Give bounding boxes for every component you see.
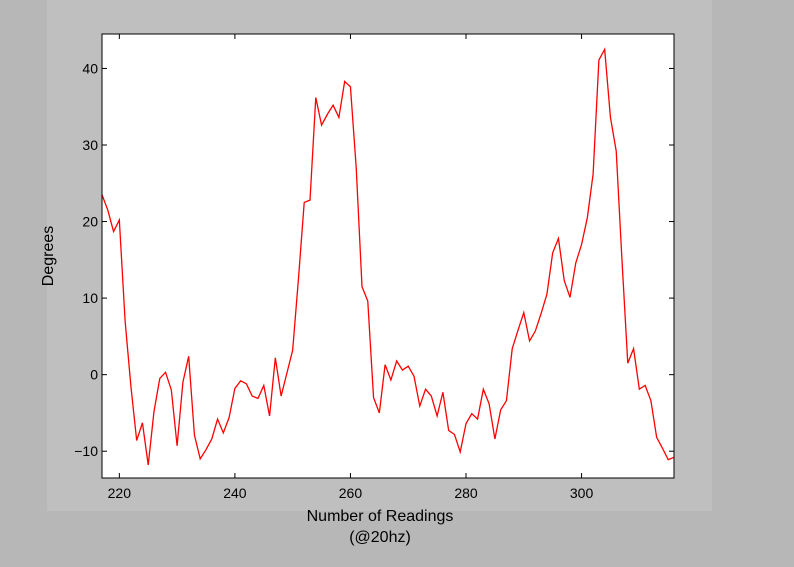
y-tick-label: 10 [82, 290, 98, 306]
x-tick-label: 280 [454, 485, 478, 501]
x-tick-label: 240 [223, 485, 247, 501]
y-tick-label: 20 [82, 214, 98, 230]
x-tick-label: 220 [108, 485, 132, 501]
y-tick-labels: −10 0 10 20 30 40 [74, 60, 98, 459]
y-tick-label: 30 [82, 137, 98, 153]
axis-ticks [102, 34, 674, 478]
plot-area [102, 34, 674, 478]
plot-frame [101, 33, 675, 479]
series-line [101, 47, 675, 466]
x-tick-label: 260 [339, 485, 363, 501]
y-tick-label: 0 [90, 367, 98, 383]
x-tick-label: 300 [570, 485, 594, 501]
x-axis-title-line2: (@20hz) [349, 529, 411, 546]
y-axis-title: Degrees [40, 226, 57, 286]
x-axis-title: Number of Readings [307, 508, 454, 525]
y-tick-label: 40 [82, 60, 98, 76]
x-tick-labels: 220 240 260 280 300 [108, 485, 594, 501]
y-tick-label: −10 [74, 443, 98, 459]
